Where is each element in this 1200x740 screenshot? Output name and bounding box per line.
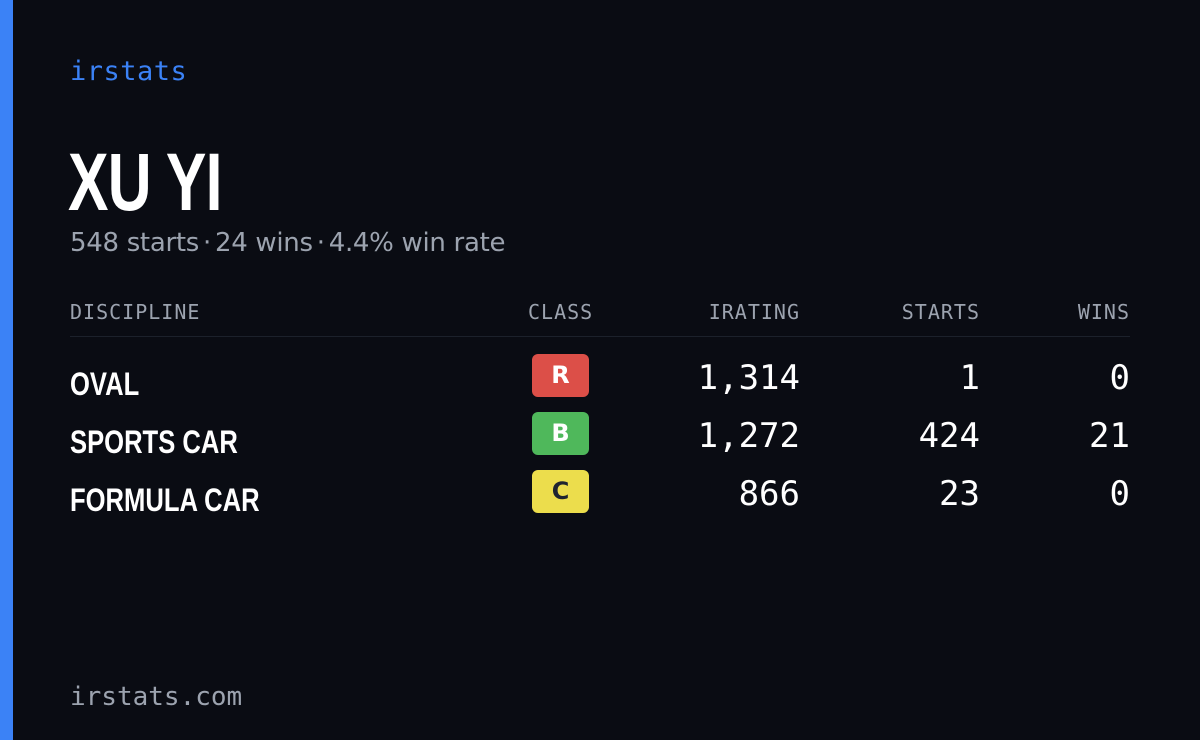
- class-badge: C: [532, 470, 589, 513]
- discipline-label: OVAL: [70, 366, 140, 402]
- accent-bar: [0, 0, 13, 740]
- player-name: XU YI: [68, 137, 222, 228]
- starts-value: 424: [918, 416, 980, 456]
- irating-value: 866: [738, 474, 800, 514]
- starts-value: 1: [959, 358, 980, 398]
- header-class: CLASS: [528, 300, 594, 324]
- player-summary: 548 starts · 24 wins · 4.4% win rate: [70, 228, 505, 258]
- summary-separator: ·: [203, 228, 211, 258]
- discipline-label: SPORTS CAR: [70, 424, 238, 460]
- footer-domain[interactable]: irstats.com: [70, 682, 243, 712]
- header-starts: STARTS: [901, 300, 980, 324]
- class-badge: R: [532, 354, 589, 397]
- header-discipline: DISCIPLINE: [70, 300, 201, 324]
- wins-value: 0: [1109, 358, 1130, 398]
- irating-value: 1,314: [697, 358, 800, 398]
- table-row: SPORTS CAR B 1,272 424 21: [70, 412, 1130, 470]
- summary-separator: ·: [316, 228, 325, 258]
- table-row: FORMULA CAR C 866 23 0: [70, 470, 1130, 528]
- wins-summary: 24 wins: [214, 228, 313, 258]
- table-header: DISCIPLINE CLASS IRATING STARTS WINS: [70, 300, 1130, 326]
- table-row: OVAL R 1,314 1 0: [70, 354, 1130, 412]
- class-badge: B: [532, 412, 589, 455]
- header-irating: IRATING: [708, 300, 800, 324]
- starts-summary: 548 starts: [70, 228, 199, 258]
- irating-value: 1,272: [697, 416, 800, 456]
- discipline-label: FORMULA CAR: [70, 482, 260, 518]
- header-divider: [70, 336, 1130, 337]
- brand-logo[interactable]: irstats: [70, 56, 188, 87]
- win-rate-summary: 4.4% win rate: [328, 228, 506, 258]
- wins-value: 0: [1109, 474, 1130, 514]
- header-wins: WINS: [1077, 300, 1130, 324]
- starts-value: 23: [939, 474, 980, 514]
- wins-value: 21: [1089, 416, 1130, 456]
